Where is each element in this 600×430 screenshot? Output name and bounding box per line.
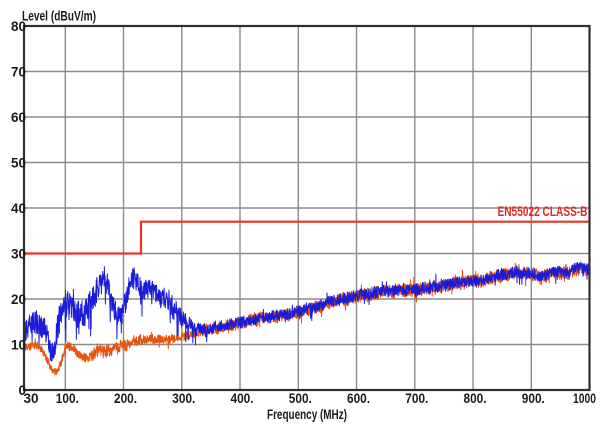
- svg-text:30: 30: [24, 390, 39, 406]
- svg-text:30: 30: [11, 246, 26, 262]
- svg-text:900.: 900.: [522, 390, 545, 406]
- svg-text:70: 70: [11, 64, 26, 80]
- svg-text:Frequency (MHz): Frequency (MHz): [267, 406, 347, 422]
- svg-text:800.: 800.: [464, 390, 487, 406]
- svg-text:20: 20: [11, 291, 26, 307]
- svg-text:300.: 300.: [172, 390, 195, 406]
- svg-text:10: 10: [11, 337, 26, 353]
- svg-text:200.: 200.: [114, 390, 137, 406]
- svg-text:60: 60: [11, 109, 26, 125]
- svg-text:80: 80: [11, 18, 26, 34]
- svg-text:600.: 600.: [347, 390, 370, 406]
- svg-text:EN55022 CLASS-B: EN55022 CLASS-B: [498, 203, 588, 219]
- svg-text:400.: 400.: [231, 390, 254, 406]
- svg-text:50: 50: [11, 155, 26, 171]
- svg-text:Level (dBuV/m): Level (dBuV/m): [22, 8, 96, 24]
- svg-text:700.: 700.: [405, 390, 428, 406]
- svg-text:1000: 1000: [573, 390, 596, 406]
- svg-text:100.: 100.: [56, 390, 79, 406]
- svg-text:0: 0: [19, 382, 27, 398]
- svg-text:40: 40: [11, 200, 26, 216]
- svg-text:500.: 500.: [289, 390, 312, 406]
